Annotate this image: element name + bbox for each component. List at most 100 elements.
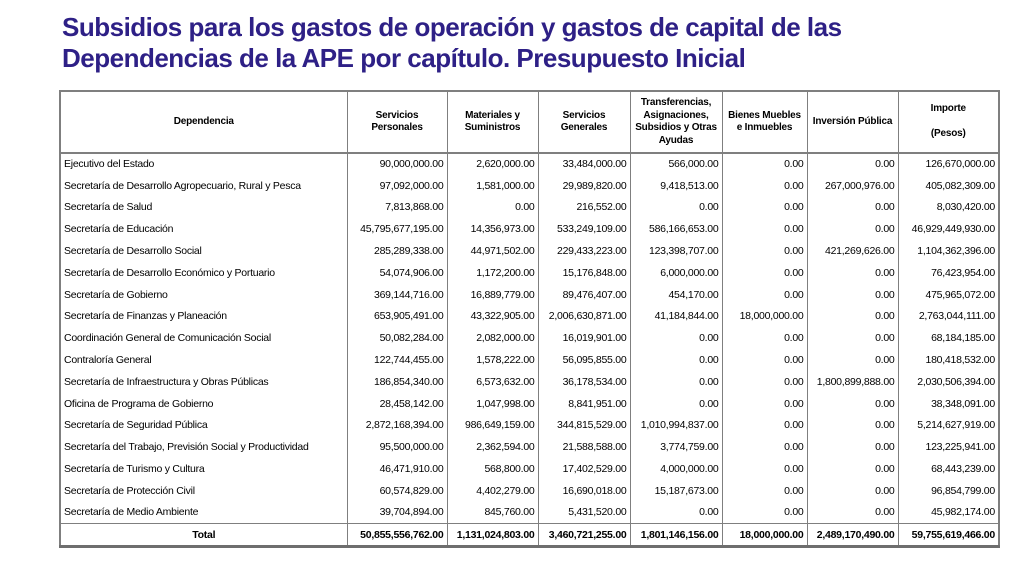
value-cell: 28,458,142.00	[346, 392, 447, 415]
table-row: Secretaría de Turismo y Cultura 46,471,91…	[60, 458, 999, 480]
value-cell: 56,095,855.00	[537, 349, 630, 371]
dependencia-cell: Ejecutivo del Estado	[64, 158, 155, 171]
value-cell: 216,552.00	[537, 196, 630, 219]
value-cell: 0.00	[629, 196, 722, 219]
table-row: Secretaría de Seguridad Pública 2,872,168…	[60, 414, 999, 437]
value-cell: 986,649,159.00	[446, 414, 538, 437]
total-value-cell: 50,855,556,762.00	[346, 523, 447, 549]
dependencia-cell: Secretaría de Finanzas y Planeación	[64, 310, 227, 323]
value-cell: 6,000,000.00	[629, 261, 722, 284]
value-cell: 0.00	[806, 414, 898, 437]
value-cell: 46,471,910.00	[346, 458, 447, 480]
value-cell: 45,795,677,195.00	[346, 218, 447, 241]
value-cell: 0.00	[721, 458, 807, 480]
value-cell: 1,047,998.00	[446, 392, 538, 415]
value-cell: 15,187,673.00	[629, 479, 722, 502]
value-cell: 568,800.00	[446, 458, 538, 480]
value-cell: 90,000,000.00	[346, 153, 447, 175]
column-header-2: Materiales y Suministros	[446, 91, 538, 154]
value-cell: 123,398,707.00	[629, 240, 722, 262]
value-cell: 15,176,848.00	[537, 261, 630, 284]
dependencia-cell: Secretaría de Salud	[64, 201, 153, 214]
value-cell: 0.00	[721, 283, 807, 306]
value-cell: 845,760.00	[446, 501, 538, 524]
value-cell: 2,872,168,394.00	[346, 414, 447, 437]
dependencia-cell: Secretaría de Protección Civil	[64, 484, 195, 497]
value-cell: 16,889,779.00	[446, 283, 538, 306]
table-row: Secretaría de Gobierno 369,144,716.00 16,8…	[60, 283, 999, 306]
total-value-cell: 2,489,170,490.00	[806, 523, 898, 549]
column-header-4: Transferencias, Asignaciones, Subsidios …	[629, 91, 722, 154]
value-cell: 0.00	[629, 327, 722, 350]
table-row: Oficina de Programa de Gobierno 28,458,14…	[60, 392, 999, 415]
table-row: Secretaría de Finanzas y Planeación 653,9…	[60, 305, 999, 328]
value-cell: 0.00	[721, 479, 807, 502]
table-row: Secretaría de Educación 45,795,677,195.00…	[60, 218, 999, 241]
total-value-cell: 1,801,146,156.00	[629, 523, 722, 549]
value-cell: 0.00	[721, 218, 807, 241]
value-cell: 267,000,976.00	[806, 174, 898, 197]
table-row: Secretaría de Desarrollo Económico y Por…	[60, 261, 999, 284]
value-cell: 0.00	[806, 327, 898, 350]
dependencia-cell: Secretaría de Medio Ambiente	[64, 506, 199, 519]
value-cell: 405,082,309.00	[897, 174, 999, 197]
value-cell: 7,813,868.00	[346, 196, 447, 219]
value-cell: 1,800,899,888.00	[806, 370, 898, 393]
value-cell: 1,010,994,837.00	[629, 414, 722, 437]
value-cell: 180,418,532.00	[897, 349, 999, 371]
value-cell: 586,166,653.00	[629, 218, 722, 241]
header-row: Dependencia Servicios Personales Materiale…	[60, 91, 999, 154]
dependencia-cell: Contraloría General	[64, 354, 152, 367]
value-cell: 44,971,502.00	[446, 240, 538, 262]
value-cell: 0.00	[806, 305, 898, 328]
dependencia-cell: Secretaría de Educación	[64, 223, 174, 236]
column-header-0: Dependencia	[60, 91, 347, 154]
table-header: Dependencia Servicios Personales Materiale…	[60, 91, 999, 154]
column-header-6: Inversión Pública	[806, 91, 898, 154]
dependencia-cell: Secretaría de Infraestructura y Obras Pú…	[64, 375, 269, 388]
column-header-5: Bienes Muebles e Inmuebles	[721, 91, 807, 154]
value-cell: 2,620,000.00	[446, 153, 538, 175]
value-cell: 0.00	[806, 349, 898, 371]
value-cell: 0.00	[806, 283, 898, 306]
value-cell: 0.00	[629, 392, 722, 415]
value-cell: 0.00	[721, 414, 807, 437]
value-cell: 38,348,091.00	[897, 392, 999, 415]
value-cell: 68,184,185.00	[897, 327, 999, 350]
value-cell: 0.00	[806, 218, 898, 241]
value-cell: 344,815,529.00	[537, 414, 630, 437]
value-cell: 41,184,844.00	[629, 305, 722, 328]
dependencia-cell: Secretaría de Seguridad Pública	[64, 419, 208, 432]
value-cell: 2,006,630,871.00	[537, 305, 630, 328]
value-cell: 5,431,520.00	[537, 501, 630, 524]
value-cell: 0.00	[806, 196, 898, 219]
table-footer: Total 50,855,556,762.00 1,131,024,803.00 3,…	[60, 523, 999, 549]
value-cell: 421,269,626.00	[806, 240, 898, 262]
table-body: Ejecutivo del Estado 90,000,000.00 2,620,0…	[60, 153, 999, 524]
value-cell: 3,774,759.00	[629, 436, 722, 459]
value-cell: 50,082,284.00	[346, 327, 447, 350]
value-cell: 0.00	[806, 392, 898, 415]
total-label: Total	[60, 523, 347, 549]
value-cell: 653,905,491.00	[346, 305, 447, 328]
value-cell: 0.00	[721, 436, 807, 459]
column-header-3: Servicios Generales	[537, 91, 630, 154]
value-cell: 39,704,894.00	[346, 501, 447, 524]
value-cell: 0.00	[721, 370, 807, 393]
value-cell: 229,433,223.00	[537, 240, 630, 262]
value-cell: 21,588,588.00	[537, 436, 630, 459]
value-cell: 0.00	[721, 240, 807, 262]
total-value-cell: 59,755,619,466.00	[897, 523, 999, 549]
value-cell: 16,019,901.00	[537, 327, 630, 350]
value-cell: 1,104,362,396.00	[897, 240, 999, 262]
value-cell: 0.00	[806, 458, 898, 480]
page-title-line1: Subsidios para los gastos de operación y…	[62, 12, 842, 42]
value-cell: 0.00	[721, 349, 807, 371]
value-cell: 123,225,941.00	[897, 436, 999, 459]
value-cell: 475,965,072.00	[897, 283, 999, 306]
total-value-cell: 3,460,721,255.00	[537, 523, 630, 549]
value-cell: 4,000,000.00	[629, 458, 722, 480]
value-cell: 0.00	[806, 261, 898, 284]
value-cell: 566,000.00	[629, 153, 722, 175]
